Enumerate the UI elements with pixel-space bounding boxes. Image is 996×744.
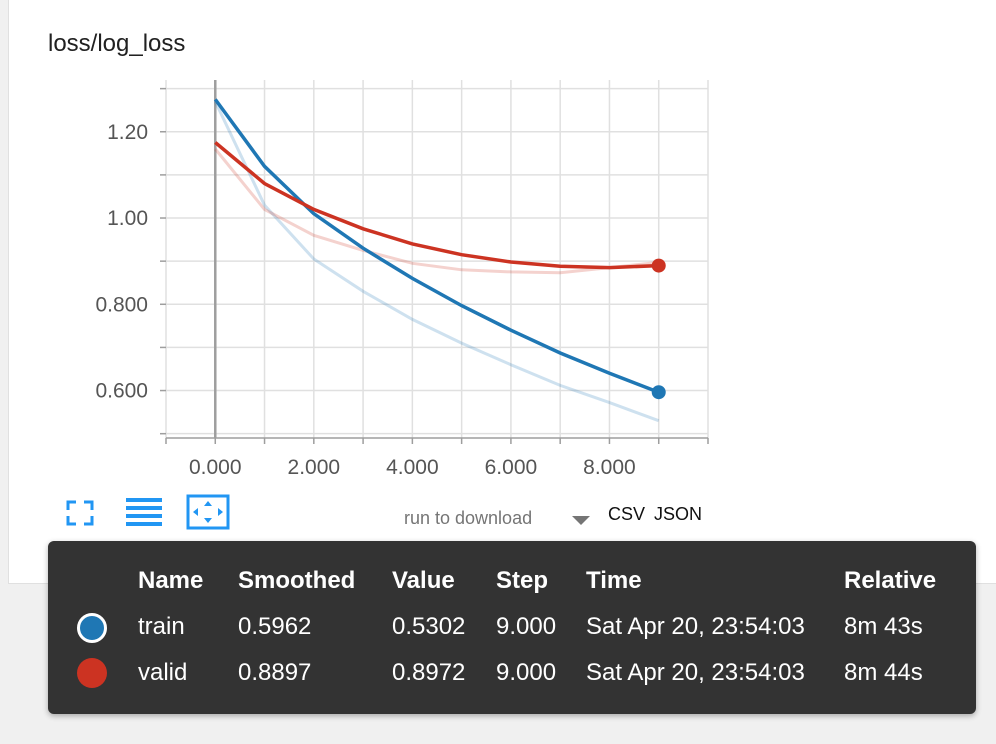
- row-step: 9.000: [496, 613, 557, 640]
- series-smoothed-line-valid: [214, 141, 659, 270]
- header-value: Value: [392, 567, 455, 594]
- row-step: 9.000: [496, 659, 557, 686]
- x-tick-label: 2.000: [288, 456, 341, 479]
- series-color-dot: [77, 658, 107, 688]
- row-time: Sat Apr 20, 23:54:03: [586, 659, 805, 686]
- x-tick-label: 6.000: [485, 456, 538, 479]
- fullscreen-button[interactable]: [60, 494, 100, 532]
- y-tick-label: 0.800: [95, 293, 148, 316]
- fit-domain-button[interactable]: [186, 494, 230, 532]
- y-tick-label: 0.600: [95, 380, 148, 403]
- run-select-label: run to download: [404, 508, 533, 528]
- chevron-down-icon: [572, 516, 590, 525]
- toggle-log-scale-button[interactable]: [124, 494, 164, 532]
- row-time: Sat Apr 20, 23:54:03: [586, 613, 805, 640]
- row-relative: 8m 44s: [844, 659, 923, 686]
- download-csv-link[interactable]: CSV: [608, 504, 646, 524]
- chart-card: [8, 0, 996, 584]
- chart-title: loss/log_loss: [48, 30, 186, 57]
- fit-domain-icon: [186, 494, 230, 530]
- download-json-link[interactable]: JSON: [654, 504, 703, 524]
- header-name: Name: [138, 567, 204, 594]
- header-step: Step: [496, 567, 549, 594]
- y-tick-label: 1.20: [107, 121, 148, 144]
- series-endpoint-valid: [651, 258, 666, 273]
- axes: 0.000 2.000 4.000 6.000 8.000 0.600 0.800 1.00 1…: [95, 80, 709, 479]
- header-time: Time: [586, 567, 642, 594]
- series-lines: [213, 98, 666, 423]
- row-smoothed: 0.8897: [238, 659, 312, 686]
- x-tick-label: 0.000: [189, 456, 242, 479]
- fullscreen-icon: [66, 500, 94, 526]
- row-value: 0.8972: [392, 659, 466, 686]
- tooltip-table: Name Smoothed Value Step Time Relative t…: [48, 541, 976, 714]
- series-smoothed-line-train: [213, 98, 660, 394]
- row-name: train: [138, 613, 185, 640]
- series-raw-line-train: [213, 100, 660, 423]
- row-smoothed: 0.5962: [238, 613, 312, 640]
- x-tick-label: 8.000: [583, 456, 636, 479]
- header-smoothed: Smoothed: [238, 567, 356, 594]
- lines-icon: [126, 498, 162, 526]
- header-relative: Relative: [844, 567, 937, 594]
- row-name: valid: [138, 659, 188, 686]
- row-relative: 8m 43s: [844, 613, 923, 640]
- series-endpoint-train: [651, 385, 666, 400]
- grid: [165, 80, 709, 438]
- y-tick-label: 1.00: [107, 207, 148, 230]
- series-color-dot: [77, 613, 107, 643]
- row-value: 0.5302: [392, 613, 466, 640]
- x-tick-label: 4.000: [386, 456, 439, 479]
- series-raw-line-valid: [214, 148, 659, 275]
